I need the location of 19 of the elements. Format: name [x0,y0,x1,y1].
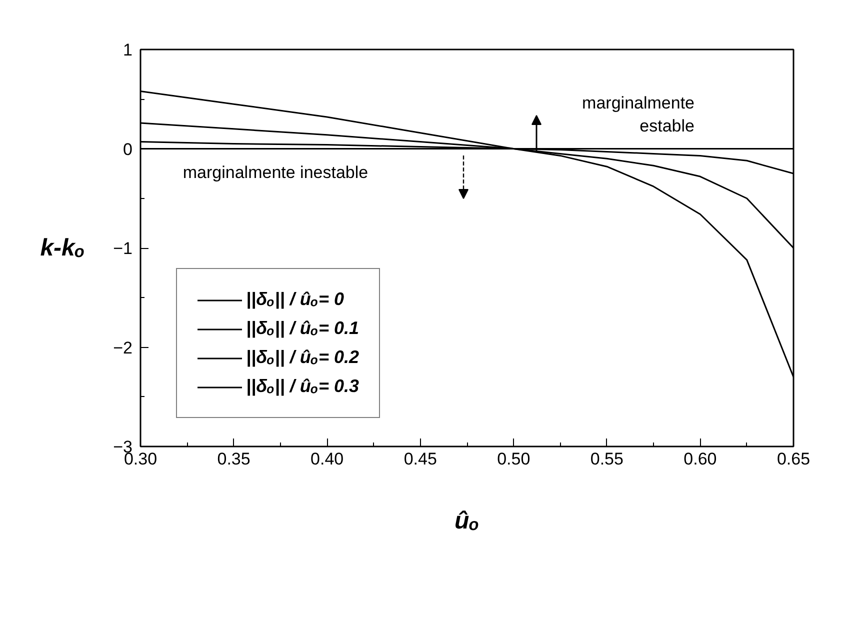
x-tick-label: 0.60 [684,450,717,468]
legend-label: ||δₒ|| / ûₒ= 0.2 [246,347,360,368]
x-tick-label: 0.45 [404,450,437,468]
legend-label: ||δₒ|| / ûₒ= 0 [246,289,344,310]
y-tick-label: 0 [123,140,133,159]
annotation: marginalmente estable [582,94,695,136]
x-tick-label: 0.35 [217,450,250,468]
x-axis-title: ûₒ [454,508,480,534]
y-axis-title: k-kₒ [40,234,86,262]
y-tick-label: −2 [113,338,133,358]
x-tick-label: 0.65 [776,450,810,468]
x-tick-label: 0.55 [590,450,624,468]
legend-label: ||δₒ|| / ûₒ= 0.3 [246,376,360,397]
x-tick-label: 0.40 [310,450,344,468]
y-tick-label: 1 [123,40,133,60]
annotation: marginalmente inestable [182,163,368,182]
y-tick-label: −1 [113,239,133,258]
x-tick-label: 0.50 [497,450,530,468]
legend-label: ||δₒ|| / ûₒ= 0.1 [246,318,360,339]
